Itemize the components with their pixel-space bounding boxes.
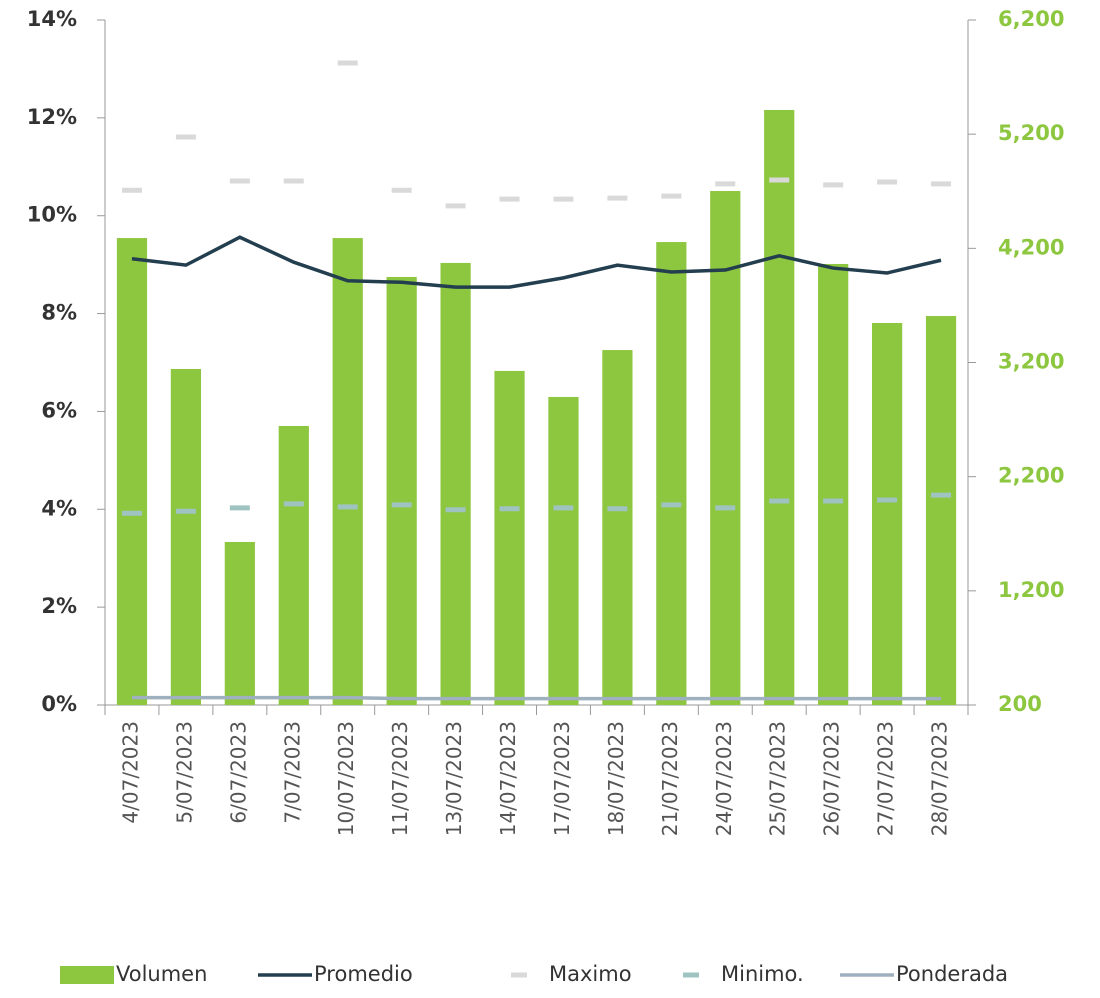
y2-tick-label: 200 (998, 692, 1042, 716)
bar (332, 238, 363, 705)
x-tick-label: 14/07/2023 (496, 721, 520, 836)
x-tick-label: 13/07/2023 (442, 721, 466, 836)
y-tick-label: 12% (27, 105, 77, 129)
y-tick-label: 0% (41, 692, 77, 716)
x-tick-label: 24/07/2023 (712, 721, 736, 836)
x-tick-label: 26/07/2023 (820, 721, 844, 836)
x-tick-label: 21/07/2023 (658, 721, 682, 836)
x-tick-label: 17/07/2023 (550, 721, 574, 836)
y-tick-label: 10% (27, 203, 77, 227)
bar (278, 425, 309, 705)
bar (440, 262, 471, 705)
line (131, 235, 942, 289)
bar (224, 541, 255, 705)
legend-label: Maximo (549, 962, 632, 986)
bar (170, 369, 202, 705)
y2-tick-label: 3,200 (998, 350, 1064, 374)
legend-label: Minimo. (721, 962, 804, 986)
y-tick-label: 8% (41, 301, 77, 325)
y2-tick-label: 1,200 (998, 578, 1064, 602)
bar (548, 396, 579, 705)
bar (710, 191, 741, 705)
line (131, 695, 942, 701)
bar (116, 238, 148, 705)
legend-swatch (60, 966, 114, 984)
x-tick-label: 18/07/2023 (604, 721, 628, 836)
y2-tick-label: 6,200 (998, 7, 1064, 31)
y-tick-label: 14% (27, 7, 77, 31)
y2-tick-label: 2,200 (998, 464, 1064, 488)
x-tick-label: 7/07/2023 (280, 721, 304, 824)
legend-label: Promedio (314, 962, 413, 986)
bar (764, 109, 795, 706)
y-tick-label: 4% (41, 496, 77, 520)
x-tick-label: 25/07/2023 (766, 721, 790, 836)
bar (871, 322, 903, 705)
y-tick-label: 2% (41, 594, 77, 618)
x-tick-label: 5/07/2023 (172, 721, 196, 824)
y2-tick-label: 5,200 (998, 121, 1064, 145)
y2-tick-label: 4,200 (998, 235, 1064, 259)
bar (656, 242, 687, 705)
x-tick-label: 11/07/2023 (388, 721, 412, 836)
x-tick-label: 6/07/2023 (226, 721, 250, 824)
bar (494, 370, 525, 705)
bar (818, 263, 849, 705)
x-tick-label: 4/07/2023 (118, 721, 142, 824)
x-tick-label: 10/07/2023 (334, 721, 358, 836)
x-tick-label: 27/07/2023 (874, 721, 898, 836)
bar (925, 316, 957, 705)
x-tick-label: 28/07/2023 (928, 721, 952, 836)
y-tick-label: 6% (41, 398, 77, 422)
bar (386, 276, 417, 705)
legend-label: Ponderada (896, 962, 1008, 986)
bar (602, 350, 633, 705)
legend-label: Volumen (116, 962, 207, 986)
